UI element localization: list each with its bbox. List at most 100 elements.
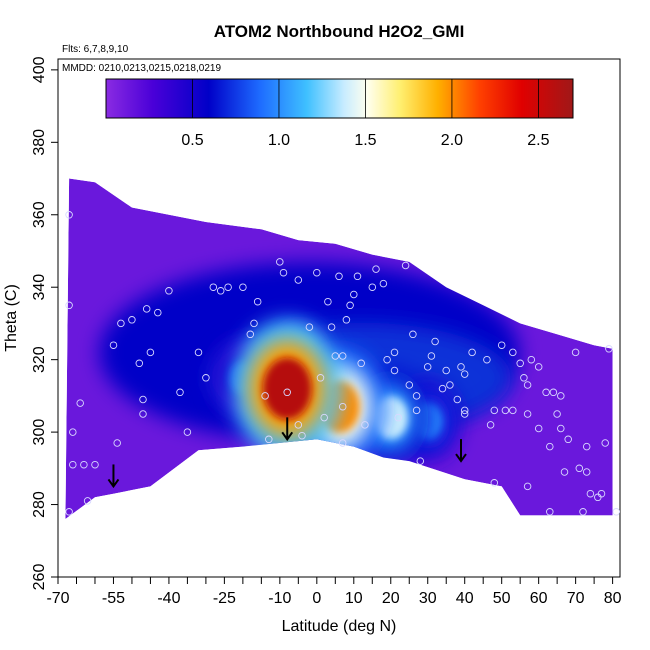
sample-point	[202, 374, 210, 382]
sample-point	[346, 301, 354, 310]
sample-point	[390, 366, 399, 375]
sample-point	[176, 388, 184, 397]
sample-point	[401, 261, 410, 270]
sample-point	[65, 301, 73, 310]
sample-point	[457, 363, 465, 371]
y-axis-label: Theta (C)	[3, 284, 20, 352]
sample-point	[553, 410, 561, 418]
dates-note: MMDD: 0210,0213,0215,0218,0219	[62, 63, 221, 74]
x-tick-label: 20	[382, 590, 400, 607]
chart-title: ATOM2 Northbound H2O2_GMI	[214, 22, 465, 41]
sample-point	[239, 283, 247, 291]
sample-point	[276, 258, 284, 266]
sample-point	[183, 428, 192, 436]
sample-point	[564, 435, 572, 444]
flights-note: Flts: 6,7,8,9,10	[62, 44, 129, 55]
sample-point	[294, 421, 303, 429]
colorbar-ticks: 0.5 1.0 1.5 2.0 2.5	[181, 79, 550, 149]
sample-point	[83, 497, 92, 505]
sample-point	[412, 406, 421, 415]
sample-point	[342, 316, 351, 324]
sample-point	[586, 489, 595, 498]
sample-point	[534, 424, 543, 433]
sample-point	[412, 392, 421, 400]
sample-point	[261, 392, 269, 400]
sample-point	[438, 384, 447, 393]
colorbar-tick-label: 2.0	[441, 132, 463, 149]
sample-point	[442, 366, 450, 375]
sample-point	[453, 395, 462, 404]
sample-point	[490, 479, 499, 487]
x-tick-label: 60	[530, 590, 548, 607]
sample-point	[194, 348, 203, 357]
sample-point	[557, 424, 565, 433]
sample-point	[431, 337, 439, 346]
sample-point	[69, 460, 77, 469]
sample-point	[546, 442, 554, 451]
sample-point	[139, 395, 147, 404]
sample-point	[298, 431, 306, 440]
sample-point	[224, 283, 232, 291]
sample-point	[313, 268, 321, 277]
y-tick-label: 320	[31, 346, 48, 373]
sample-point	[331, 352, 340, 360]
sample-point	[516, 359, 524, 368]
sample-point	[460, 410, 469, 418]
plot-frame	[57, 58, 621, 578]
sample-point	[320, 413, 328, 422]
sample-point	[135, 359, 144, 368]
sample-point	[91, 460, 99, 469]
sample-point	[294, 276, 303, 284]
sample-point	[65, 508, 73, 516]
x-tick-label: 40	[456, 590, 474, 607]
sample-point	[468, 348, 476, 357]
sample-point	[483, 355, 491, 364]
sample-point	[497, 341, 506, 349]
sample-point	[316, 374, 325, 382]
y-tick-label: 340	[31, 274, 48, 301]
sample-point	[65, 211, 73, 219]
sample-point	[350, 290, 358, 299]
sample-point	[69, 428, 77, 436]
x-tick-label: 10	[345, 590, 363, 607]
sample-point	[165, 287, 173, 295]
sample-point	[534, 363, 543, 371]
tropopause-arrows	[107, 417, 467, 489]
sample-point	[571, 348, 580, 357]
x-tick-label: 30	[419, 590, 437, 607]
sample-point	[501, 406, 510, 415]
x-axis-label: Latitude (deg N)	[282, 618, 397, 635]
sample-point	[327, 323, 336, 331]
sample-point	[612, 508, 621, 516]
x-tick-label: -40	[157, 590, 180, 607]
x-tick-label: -25	[213, 590, 236, 607]
sample-point	[338, 402, 347, 411]
sample-points	[65, 211, 621, 516]
sample-point	[490, 406, 499, 415]
colorbar-tick-label: 1.5	[354, 132, 376, 149]
sample-point	[250, 319, 258, 328]
colorbar-tick-label: 0.5	[181, 132, 203, 149]
y-tick-label: 400	[31, 56, 48, 83]
sample-point	[427, 352, 436, 360]
sample-point	[520, 374, 528, 382]
sample-point	[128, 316, 136, 324]
sample-point	[446, 381, 454, 389]
sample-point	[338, 439, 347, 447]
sample-point	[509, 348, 517, 357]
sample-point	[575, 464, 584, 473]
sample-point	[324, 297, 332, 306]
sample-point	[523, 381, 532, 389]
sample-point	[601, 439, 609, 447]
sample-point	[216, 287, 225, 295]
sample-point	[305, 323, 314, 331]
y-tick-label: 280	[31, 491, 48, 518]
arrow-marker	[455, 439, 467, 463]
colorbar	[105, 78, 574, 119]
x-tick-label: 70	[567, 590, 585, 607]
sample-point	[353, 272, 362, 281]
arrow-marker	[281, 417, 294, 442]
y-tick-label: 260	[31, 564, 48, 591]
sample-point	[379, 279, 388, 288]
sample-point	[486, 421, 495, 429]
